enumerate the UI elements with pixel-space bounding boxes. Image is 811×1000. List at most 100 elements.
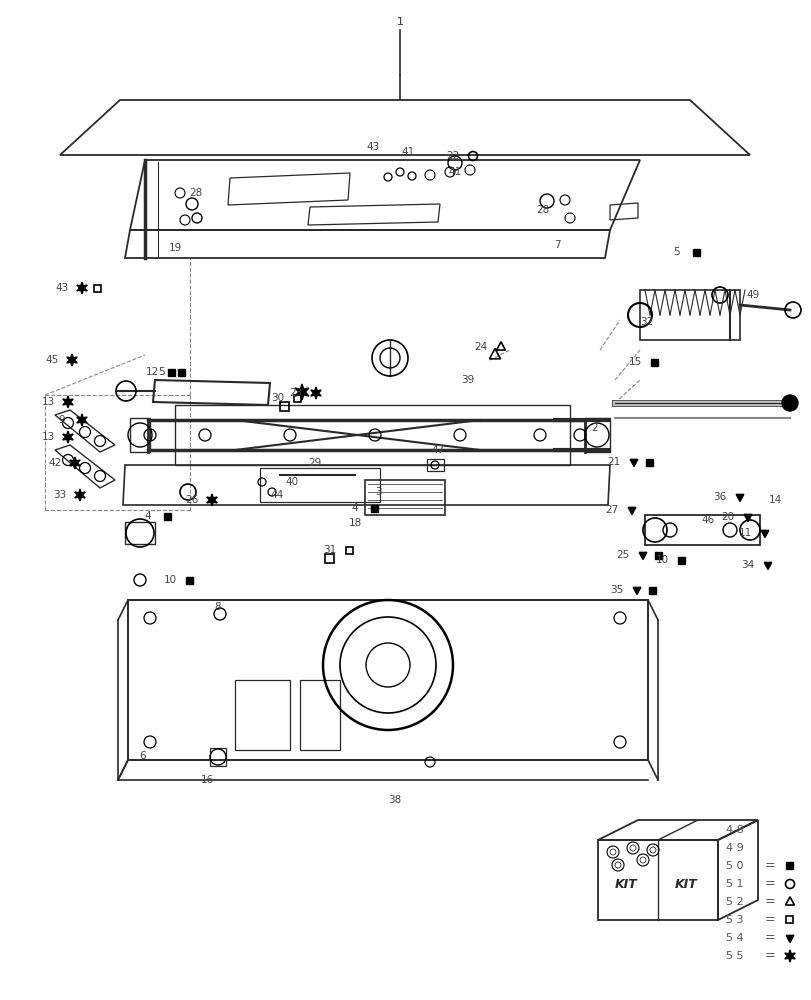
Text: 9: 9 <box>58 415 65 425</box>
Polygon shape <box>311 387 321 399</box>
Polygon shape <box>784 950 794 962</box>
Text: 16: 16 <box>200 775 213 785</box>
Text: 43: 43 <box>55 283 69 293</box>
Polygon shape <box>785 935 793 943</box>
Text: =: = <box>764 949 775 962</box>
Text: 5 3: 5 3 <box>725 915 743 925</box>
Text: 11: 11 <box>737 528 751 538</box>
Text: 13: 13 <box>41 432 54 442</box>
Text: 1: 1 <box>396 17 403 27</box>
Bar <box>294 394 301 401</box>
Bar <box>280 401 290 410</box>
Bar <box>786 862 792 869</box>
Text: 13: 13 <box>41 397 54 407</box>
Bar <box>178 368 185 375</box>
Text: KIT: KIT <box>674 878 697 891</box>
Polygon shape <box>77 414 87 426</box>
Text: 10: 10 <box>163 575 176 585</box>
Polygon shape <box>638 552 646 560</box>
Bar <box>646 458 653 466</box>
Text: 28: 28 <box>189 188 203 198</box>
Text: 41: 41 <box>401 147 414 157</box>
Polygon shape <box>760 530 768 538</box>
Text: 39: 39 <box>461 375 474 385</box>
Text: 2: 2 <box>591 423 598 433</box>
Text: 46: 46 <box>701 515 714 525</box>
Text: 5: 5 <box>673 247 680 257</box>
Polygon shape <box>736 494 743 502</box>
Polygon shape <box>743 514 751 522</box>
Text: 49: 49 <box>745 290 758 300</box>
Text: 5 0: 5 0 <box>725 861 743 871</box>
Bar <box>169 368 175 375</box>
Bar <box>650 359 658 365</box>
Text: 18: 18 <box>348 518 361 528</box>
Text: 42: 42 <box>49 458 62 468</box>
Text: 8: 8 <box>214 602 221 612</box>
Polygon shape <box>628 507 635 515</box>
Polygon shape <box>77 282 87 294</box>
Text: =: = <box>764 877 775 890</box>
Text: 12: 12 <box>145 367 158 377</box>
Text: 3: 3 <box>374 487 381 497</box>
Text: 26: 26 <box>185 495 199 505</box>
Text: 27: 27 <box>605 505 618 515</box>
Bar <box>94 284 101 292</box>
Text: 41: 41 <box>448 167 461 177</box>
Polygon shape <box>62 431 73 443</box>
Text: 45: 45 <box>45 355 58 365</box>
Bar <box>649 586 655 593</box>
Text: 5 1: 5 1 <box>725 879 743 889</box>
Bar <box>654 552 662 558</box>
Text: 20: 20 <box>720 512 734 522</box>
Polygon shape <box>629 459 637 467</box>
Polygon shape <box>67 354 77 366</box>
Text: 23: 23 <box>289 388 303 398</box>
Polygon shape <box>633 587 640 595</box>
Polygon shape <box>763 562 771 570</box>
Polygon shape <box>294 384 308 400</box>
Text: 6: 6 <box>139 751 146 761</box>
Text: 44: 44 <box>270 490 283 500</box>
Text: 1: 1 <box>397 17 403 27</box>
Bar <box>187 576 193 584</box>
Bar <box>325 554 334 562</box>
Text: 28: 28 <box>536 205 549 215</box>
Text: 15: 15 <box>628 357 641 367</box>
Text: =: = <box>764 859 775 872</box>
Polygon shape <box>75 489 85 501</box>
Text: 7: 7 <box>553 240 560 250</box>
Text: 30: 30 <box>271 393 284 403</box>
Polygon shape <box>62 396 73 408</box>
Bar <box>371 504 378 512</box>
Text: 5 2: 5 2 <box>725 897 743 907</box>
Text: 5 5: 5 5 <box>725 951 743 961</box>
Text: 38: 38 <box>388 795 401 805</box>
Text: 19: 19 <box>168 243 182 253</box>
Text: 29: 29 <box>308 458 321 468</box>
Text: 10: 10 <box>654 555 667 565</box>
Text: =: = <box>764 931 775 944</box>
Bar <box>786 916 792 923</box>
Text: 31: 31 <box>323 545 337 555</box>
Bar <box>346 546 353 554</box>
Text: 43: 43 <box>366 142 380 152</box>
Text: 25: 25 <box>616 550 629 560</box>
Text: 4: 4 <box>351 503 358 513</box>
Polygon shape <box>70 457 80 469</box>
Text: 32: 32 <box>640 317 653 327</box>
Text: 21: 21 <box>607 457 620 467</box>
Text: =: = <box>764 913 775 926</box>
Text: =: = <box>764 895 775 908</box>
Bar <box>693 248 700 255</box>
Text: 4 8: 4 8 <box>725 825 743 835</box>
Circle shape <box>781 395 797 411</box>
Text: 33: 33 <box>54 490 67 500</box>
Bar <box>678 556 684 564</box>
Text: 5: 5 <box>158 367 165 377</box>
Polygon shape <box>207 494 217 506</box>
Text: 5 4: 5 4 <box>725 933 743 943</box>
Text: 4: 4 <box>144 511 151 521</box>
Bar <box>165 512 171 520</box>
Text: 22: 22 <box>446 151 459 161</box>
